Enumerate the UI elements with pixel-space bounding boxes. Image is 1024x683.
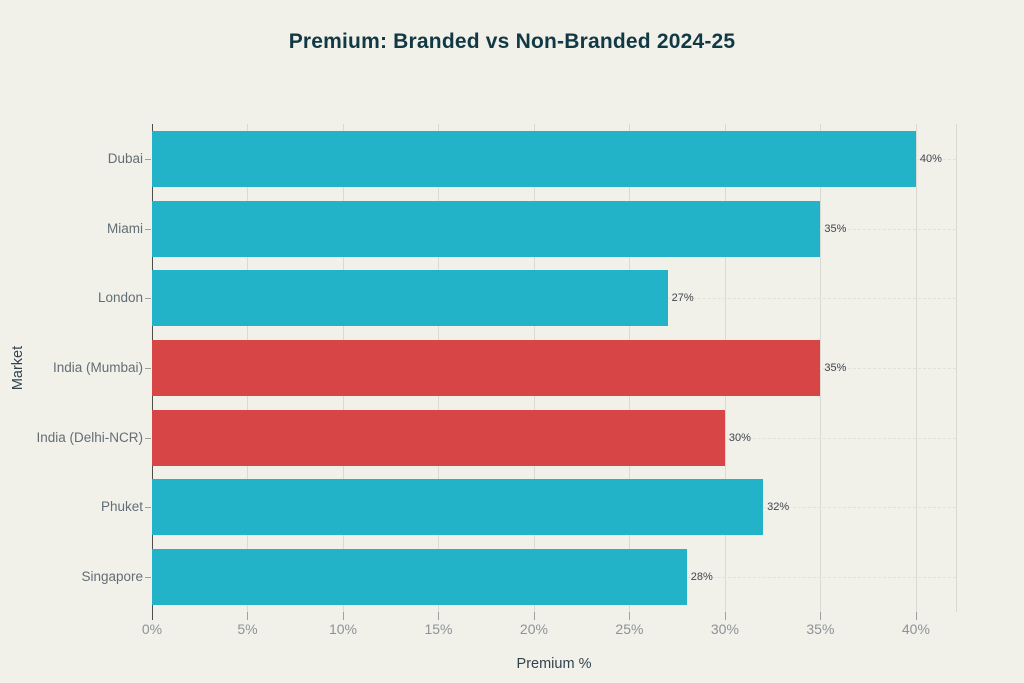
- x-tick-label-30: 30%: [710, 621, 739, 637]
- bar-india-delhi-ncr: [152, 409, 725, 466]
- x-tick-mark: [247, 612, 249, 620]
- x-tick-mark: [342, 612, 344, 620]
- bar-miami: [152, 200, 821, 257]
- x-tick-mark: [533, 612, 535, 620]
- x-axis-title: Premium %: [516, 656, 592, 672]
- bar-dubai: [152, 130, 916, 187]
- bar-singapore: [152, 549, 687, 606]
- x-tick-label-10: 10%: [328, 621, 357, 637]
- bar-value-label-miami: 35%: [824, 222, 847, 235]
- bar-value-label-india-delhi-ncr: 30%: [728, 431, 751, 444]
- y-tick-mark: [145, 228, 151, 230]
- x-tick-label-25: 25%: [615, 621, 644, 637]
- bar-london: [152, 270, 668, 327]
- x-tick-mark: [438, 612, 440, 620]
- x-tick-label-35: 35%: [806, 621, 835, 637]
- category-label-miami: Miami: [107, 220, 143, 236]
- plot-area: 40% 35% 27% 35% 30% 32% 28%: [152, 124, 957, 620]
- category-label-india-mumbai: India (Mumbai): [52, 360, 143, 375]
- bar-value-label-singapore: 28%: [690, 571, 713, 584]
- bar-india-mumbai: [152, 340, 821, 396]
- y-tick-mark: [145, 437, 151, 439]
- y-tick-mark: [145, 158, 151, 160]
- category-label-phuket: Phuket: [100, 499, 143, 515]
- x-tick-mark: [152, 612, 153, 620]
- bar-value-label-india-mumbai: 35%: [824, 362, 847, 374]
- x-tick-label-15: 15%: [424, 621, 453, 637]
- x-tick-mark: [724, 612, 726, 620]
- x-tick-mark: [915, 612, 917, 620]
- x-tick-label-5: 5%: [237, 621, 258, 637]
- gridline-plot-right-edge: [956, 124, 957, 612]
- category-label-dubai: Dubai: [107, 150, 143, 166]
- bar-value-label-dubai: 40%: [919, 152, 942, 165]
- x-tick-mark: [629, 612, 631, 620]
- x-tick-label-40: 40%: [901, 621, 930, 637]
- chart-title: Premium: Branded vs Non-Branded 2024-25: [288, 30, 736, 53]
- x-tick-label-20: 20%: [519, 621, 548, 637]
- bar-value-label-london: 27%: [671, 292, 694, 305]
- y-tick-mark: [145, 298, 151, 300]
- x-tick-label-0: 0%: [141, 621, 163, 637]
- x-tick-mark: [820, 612, 822, 620]
- category-label-london: London: [97, 290, 143, 306]
- y-tick-mark: [145, 577, 151, 579]
- y-tick-mark: [145, 507, 151, 509]
- category-label-singapore: Singapore: [81, 569, 143, 585]
- bar-phuket: [152, 479, 764, 536]
- bar-value-label-phuket: 32%: [767, 501, 790, 514]
- y-tick-mark: [145, 368, 151, 369]
- category-label-india-delhi-ncr: India (Delhi-NCR): [36, 429, 143, 445]
